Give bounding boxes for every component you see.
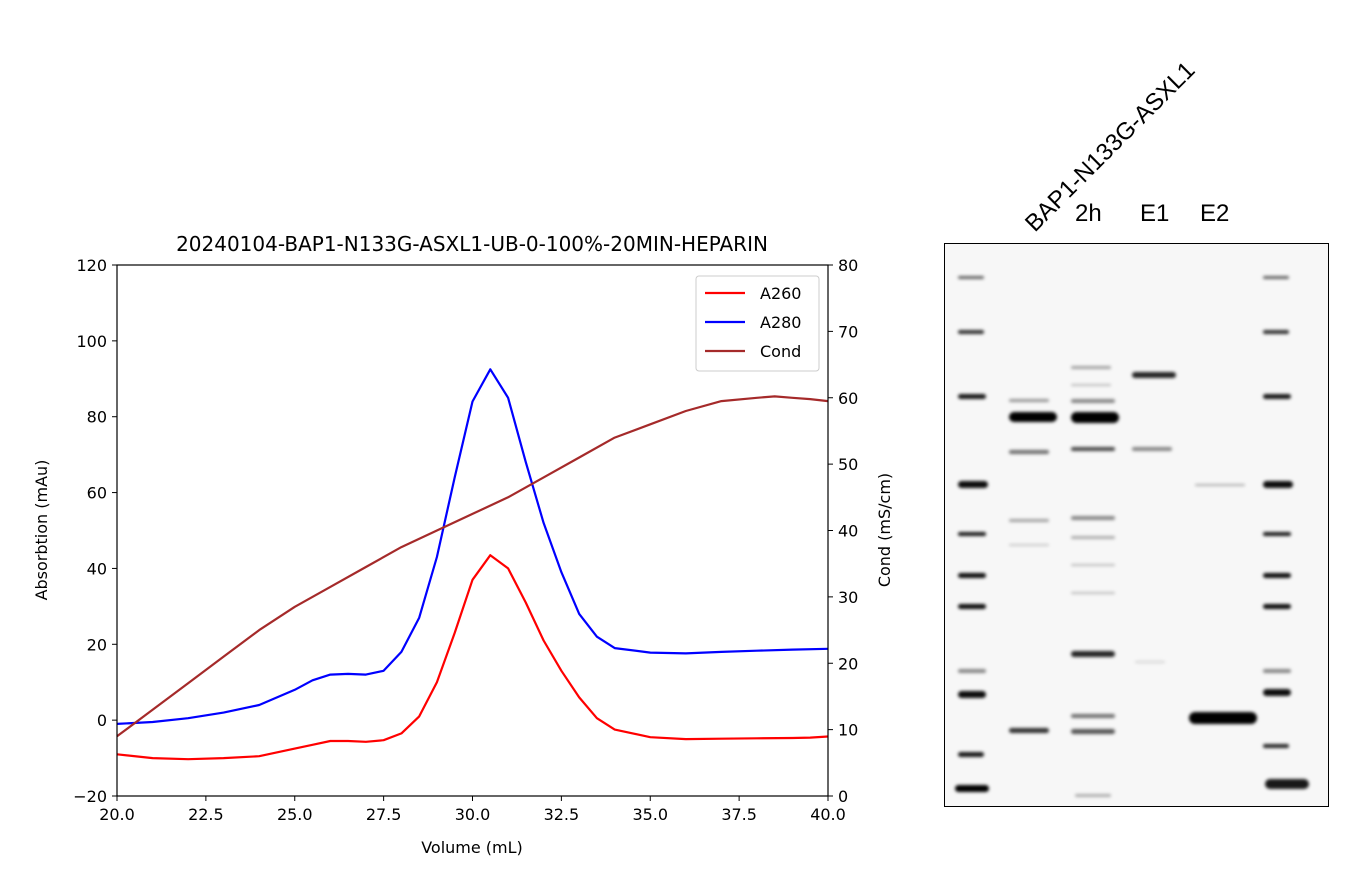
x-tick-label: 25.0 [277,805,313,824]
gel-band [1009,519,1049,522]
y-tick-label: 100 [76,332,107,351]
gel-band [958,481,988,488]
gel-band [1071,366,1111,369]
gel-band [1071,651,1115,657]
x-tick-label: 20.0 [99,805,135,824]
gel-band [958,532,986,536]
gel-band [1071,729,1115,734]
gel-band [958,394,986,399]
x-tick-label: 35.0 [632,805,668,824]
legend-label-a260: A260 [760,284,801,303]
y2-tick-label: 20 [838,654,858,673]
gel-band [1263,394,1291,399]
gel-band [1265,779,1309,789]
gel-band [1071,384,1111,386]
gel-band [1071,399,1115,403]
y2-tick-label: 70 [838,322,858,341]
y-tick-label: 60 [87,484,107,503]
gel-band [1071,447,1115,451]
gel-band [1071,412,1119,423]
series-lines [117,369,828,759]
gel-lane-label-e2: E2 [1200,200,1229,228]
gel-bands [945,244,1329,807]
chart-title: 20240104-BAP1-N133G-ASXL1-UB-0-100%-20MI… [176,232,768,256]
gel-image [944,243,1329,807]
series-line-a280 [117,369,828,724]
y-tick-label: −20 [73,787,107,806]
series-line-cond [117,396,828,736]
gel-band [1071,564,1115,566]
gel-band [1132,447,1172,451]
gel-band [1009,412,1057,422]
gel-band [1263,689,1291,696]
gel-band [1263,532,1291,536]
gel-band [958,604,986,609]
gel-band [958,573,986,578]
y-tick-label: 0 [97,711,107,730]
x-tick-label: 30.0 [455,805,491,824]
chromatogram-chart: 20240104-BAP1-N133G-ASXL1-UB-0-100%-20MI… [32,232,894,857]
gel-band [1263,330,1289,334]
y-tick-label: 40 [87,559,107,578]
y2-tick-label: 0 [838,787,848,806]
gel-band [1009,399,1049,402]
y2-tick-label: 80 [838,256,858,275]
gel-band [1263,744,1289,748]
y2-tick-label: 60 [838,389,858,408]
y-tick-label: 120 [76,256,107,275]
gel-band [1009,728,1049,733]
x-tick-label: 22.5 [188,805,224,824]
legend: A260 A280 Cond [696,276,819,371]
y2-axis-label: Cond (mS/cm) [875,473,894,587]
gel-band [1135,661,1165,663]
gel-band [1009,544,1049,546]
gel-band [1071,592,1115,594]
y2-tick-label: 30 [838,588,858,607]
gel-band [1075,794,1111,797]
gel-band [1071,536,1115,539]
gel-band [1189,712,1257,724]
gel-band [958,691,986,698]
y2-tick-label: 50 [838,455,858,474]
gel-band [955,785,989,792]
gel-band [1195,484,1245,486]
gel-band [1263,276,1289,279]
gel-band [1132,372,1176,378]
gel-band [1071,714,1115,718]
legend-label-cond: Cond [760,342,801,361]
gel-band [1263,573,1291,578]
x-tick-label: 27.5 [366,805,402,824]
gel-band [958,669,986,673]
gel-band [1071,516,1115,520]
gel-band [958,752,984,757]
x-tick-label: 40.0 [810,805,846,824]
x-tick-label: 37.5 [721,805,757,824]
legend-label-a280: A280 [760,313,801,332]
y2-tick-label: 10 [838,721,858,740]
gel-band [1263,669,1291,673]
gel-band [1009,450,1049,454]
gel-lane-label-e1: E1 [1140,200,1169,228]
y-tick-label: 20 [87,635,107,654]
gel-lane-label-2h: 2h [1075,200,1102,228]
gel-band [1263,481,1293,488]
gel-band [958,276,984,279]
x-tick-label: 32.5 [544,805,580,824]
x-axis-label: Volume (mL) [421,838,523,857]
y2-tick-label: 40 [838,522,858,541]
y-tick-label: 80 [87,408,107,427]
y-axis-label: Absorbtion (mAu) [32,460,51,601]
gel-band [958,330,984,334]
gel-band [1263,604,1291,609]
